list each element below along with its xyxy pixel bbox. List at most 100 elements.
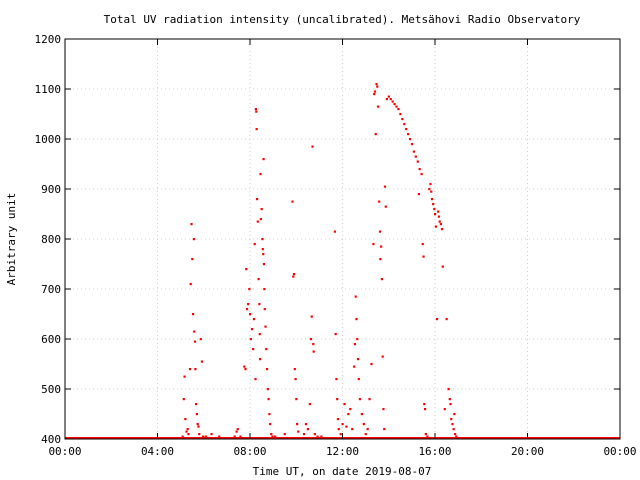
- data-point: [424, 433, 427, 436]
- data-point: [347, 413, 350, 416]
- data-point: [387, 95, 390, 98]
- data-point: [343, 403, 346, 406]
- data-point: [293, 368, 296, 371]
- x-axis-label: Time UT, on date 2019-08-07: [253, 465, 432, 478]
- data-point: [440, 228, 444, 231]
- data-point: [445, 318, 448, 321]
- x-tick-label: 08:00: [233, 445, 266, 458]
- data-point: [264, 325, 267, 328]
- data-point: [380, 278, 384, 281]
- data-point: [259, 173, 262, 176]
- data-point: [435, 318, 439, 321]
- data-point: [449, 403, 452, 406]
- data-point: [210, 433, 213, 436]
- data-point: [184, 418, 187, 421]
- data-point: [403, 123, 406, 126]
- grid-lines: [65, 39, 620, 439]
- chart-title: Total UV radiation intensity (uncalibrat…: [104, 13, 581, 26]
- data-point: [263, 288, 266, 291]
- data-point: [244, 368, 247, 371]
- data-point: [259, 358, 262, 361]
- data-point: [333, 230, 336, 233]
- data-point: [262, 253, 265, 256]
- data-point: [410, 143, 414, 146]
- data-point: [249, 313, 252, 316]
- data-point: [416, 160, 419, 163]
- data-point: [453, 413, 456, 416]
- data-point: [192, 238, 195, 241]
- data-point: [252, 348, 255, 351]
- data-point: [269, 423, 272, 426]
- data-point: [312, 343, 315, 346]
- data-point: [375, 83, 378, 86]
- x-tick-label: 00:00: [603, 445, 636, 458]
- data-point: [423, 403, 426, 406]
- data-point: [443, 408, 446, 411]
- data-point: [378, 230, 382, 233]
- data-point: [417, 193, 421, 196]
- data-point: [191, 313, 195, 316]
- data-point: [357, 378, 360, 381]
- data-point: [353, 365, 356, 368]
- data-point: [345, 425, 348, 428]
- x-tick-label: 00:00: [48, 445, 81, 458]
- data-point: [233, 435, 236, 438]
- data-point: [385, 98, 389, 101]
- data-point: [376, 105, 380, 108]
- data-point: [201, 435, 205, 438]
- data-point: [378, 200, 381, 203]
- data-point: [186, 428, 189, 431]
- y-tick-label: 400: [41, 433, 61, 446]
- data-point: [254, 378, 257, 381]
- data-point: [428, 188, 431, 191]
- data-point: [187, 433, 190, 436]
- data-point: [193, 330, 196, 333]
- x-tick-label: 20:00: [511, 445, 544, 458]
- data-point: [451, 423, 454, 426]
- data-point: [353, 343, 357, 346]
- data-point: [372, 243, 375, 246]
- data-point: [255, 198, 259, 201]
- data-point: [374, 133, 377, 136]
- data-point: [354, 295, 357, 298]
- data-point: [421, 243, 424, 246]
- data-point: [181, 435, 184, 438]
- data-point: [341, 423, 344, 426]
- data-point: [256, 220, 259, 223]
- data-point: [185, 430, 188, 433]
- data-point: [370, 363, 373, 366]
- data-point: [441, 265, 444, 268]
- data-point: [190, 223, 193, 226]
- data-point: [239, 435, 242, 438]
- data-point: [258, 333, 261, 336]
- data-point: [334, 333, 337, 336]
- data-point: [196, 423, 199, 426]
- data-point: [255, 110, 258, 113]
- data-point: [405, 128, 408, 131]
- data-point: [311, 145, 314, 148]
- data-point: [339, 433, 342, 436]
- data-point: [434, 225, 437, 228]
- data-point: [383, 185, 387, 188]
- data-point: [430, 198, 434, 201]
- data-point: [254, 108, 257, 111]
- data-point: [364, 433, 367, 436]
- y-tick-label: 1100: [35, 83, 62, 96]
- data-point: [450, 418, 453, 421]
- data-point: [189, 283, 192, 286]
- data-point: [252, 318, 256, 321]
- data-point: [249, 338, 252, 341]
- x-tick-label: 16:00: [418, 445, 451, 458]
- y-tick-label: 800: [41, 233, 61, 246]
- data-point: [399, 113, 402, 116]
- data-point: [191, 258, 194, 261]
- data-point: [310, 315, 313, 318]
- data-point: [355, 318, 358, 321]
- data-point: [376, 85, 379, 88]
- data-point: [426, 435, 429, 438]
- data-point: [297, 430, 300, 433]
- data-point: [373, 90, 377, 93]
- data-point: [183, 375, 186, 378]
- data-point: [336, 398, 339, 401]
